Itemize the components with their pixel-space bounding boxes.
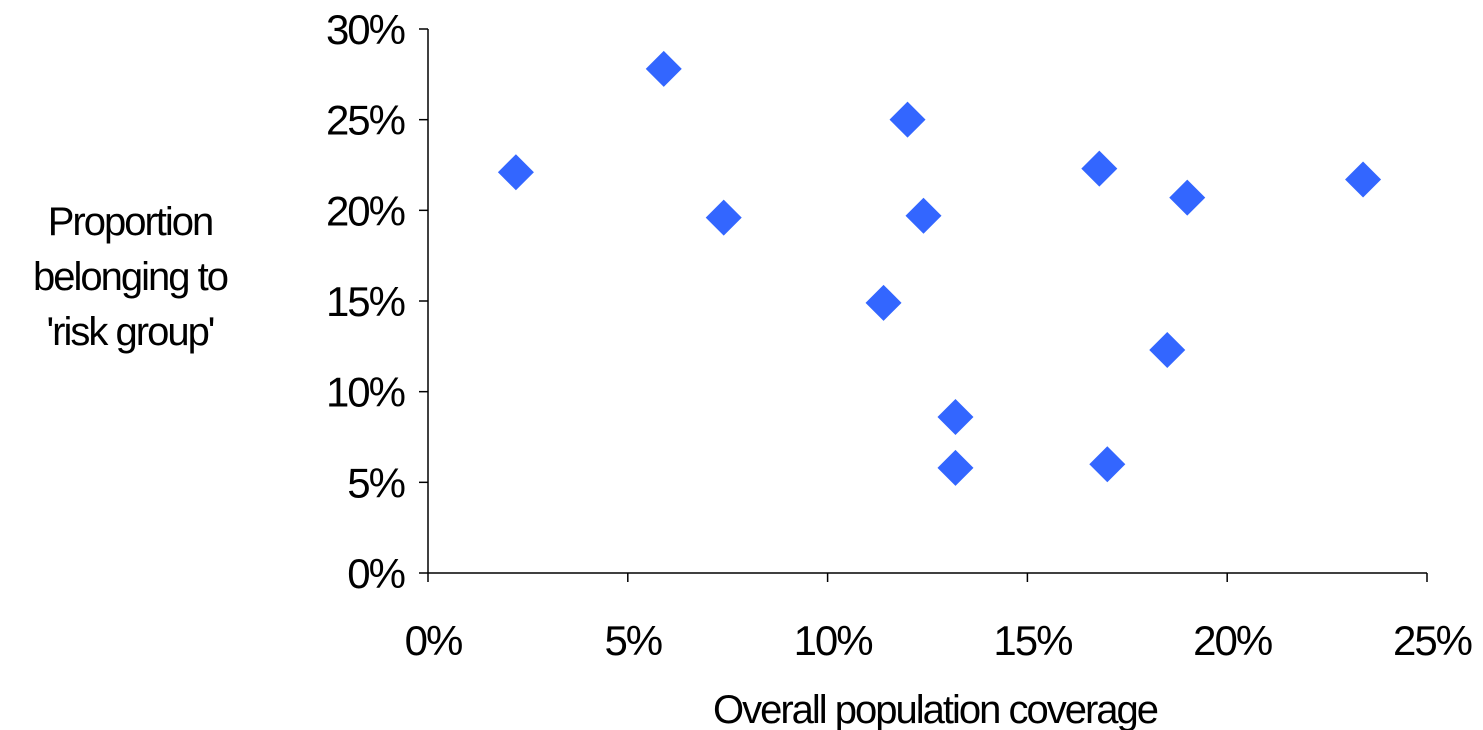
axes xyxy=(427,29,1427,574)
data-point xyxy=(645,50,682,87)
x-axis-ticks: 0% 5% 10% 15% 20% 25% xyxy=(405,573,1474,664)
x-tick-label: 0% xyxy=(405,617,462,664)
data-point xyxy=(1169,179,1206,216)
data-point xyxy=(705,199,742,236)
y-tick-label: 30% xyxy=(326,6,405,53)
data-point xyxy=(937,449,974,486)
y-tick-label: 25% xyxy=(326,97,405,144)
x-tick-label: 5% xyxy=(604,617,661,664)
y-tick-label: 15% xyxy=(326,278,405,325)
x-tick-label: 15% xyxy=(993,617,1072,664)
data-point xyxy=(497,154,534,191)
x-axis-title: Overall population coverage xyxy=(713,688,1158,730)
data-point xyxy=(865,284,902,321)
data-point xyxy=(1345,161,1382,198)
data-point xyxy=(905,197,942,234)
x-tick-label: 10% xyxy=(794,617,873,664)
y-axis-title-line-3: 'risk group' xyxy=(47,310,214,354)
data-point xyxy=(1089,446,1126,483)
data-point xyxy=(1149,331,1186,368)
y-tick-label: 20% xyxy=(326,187,405,234)
y-tick-label: 0% xyxy=(347,550,404,597)
x-tick-label: 25% xyxy=(1393,617,1472,664)
y-axis-title-line-2: belonging to xyxy=(33,255,228,299)
y-axis-title: Proportion belonging to 'risk group' xyxy=(33,200,230,354)
data-point xyxy=(889,101,926,138)
data-point xyxy=(937,399,974,436)
y-tick-label: 10% xyxy=(326,369,405,416)
data-points xyxy=(497,50,1382,486)
y-tick-label: 5% xyxy=(347,459,404,506)
x-tick-label: 20% xyxy=(1193,617,1272,664)
y-axis-ticks: 0% 5% 10% 15% 20% 25% 30% xyxy=(326,6,428,597)
y-axis-title-line-1: Proportion xyxy=(48,200,213,244)
data-point xyxy=(1081,150,1118,187)
